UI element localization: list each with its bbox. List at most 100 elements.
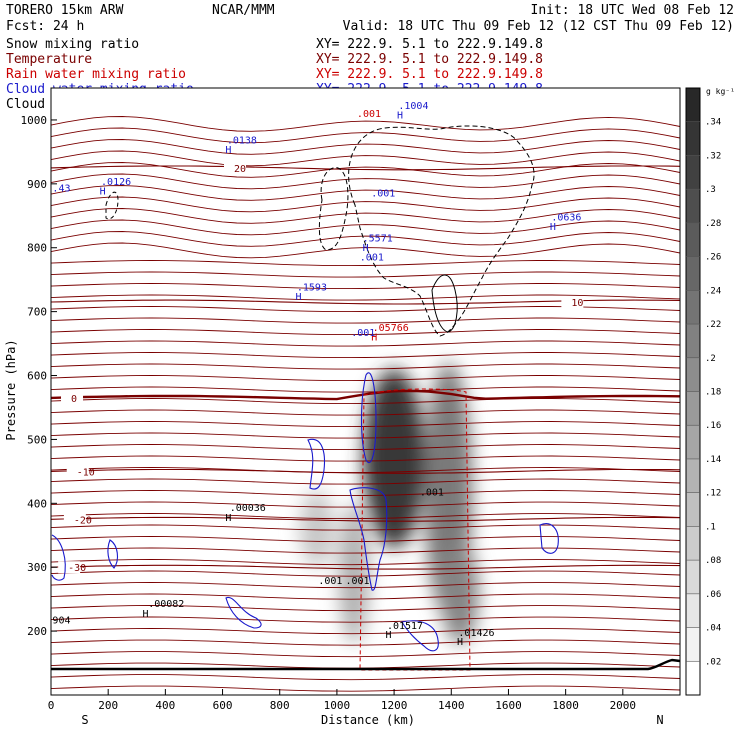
colorbar-tick-label: .12 [705, 489, 721, 499]
colorbar-swatch [686, 627, 700, 662]
x-tick-label: 1000 [324, 699, 351, 712]
colorbar-tick-label: .32 [705, 151, 721, 161]
isotherm-line [50, 116, 681, 132]
contour-value-label: H [371, 332, 377, 343]
isotherm-label-bg [561, 296, 584, 309]
isotherm-line [50, 185, 681, 201]
contour-value-label: .001 [371, 189, 395, 200]
isotherm-line [50, 139, 681, 155]
isotherm-labeled-line [50, 516, 681, 522]
contour-value-label: .0138 [227, 136, 257, 147]
isotherm-line [50, 593, 681, 600]
isotherm-line [50, 386, 681, 393]
isotherm-line [50, 524, 681, 531]
colorbar-tick-label: .24 [705, 286, 721, 296]
isotherm-label: 10 [571, 298, 583, 309]
contour-value-label: .0126 [101, 177, 131, 188]
colorbar-swatch [686, 88, 700, 123]
isotherm-line [50, 208, 681, 224]
colorbar-swatch [686, 458, 700, 494]
terrain-line [51, 658, 681, 671]
y-tick-label: 400 [27, 497, 47, 510]
colorbar-swatch [686, 425, 700, 460]
cloud-ice-contour-main [348, 125, 535, 337]
colorbar-swatch [686, 492, 700, 527]
legend-label: Temperature [6, 52, 92, 67]
contour-value-label: H [363, 243, 369, 254]
isotherm-label-bg [61, 391, 84, 404]
x-axis-label: Distance (km) [321, 713, 415, 727]
colorbar-tick-label: .04 [705, 624, 721, 634]
cloud-water-contour-0126 [107, 539, 119, 569]
isotherm-line [50, 478, 681, 485]
header-model: TORERO 15km ARW [6, 3, 124, 18]
contour-value-label: .00082 [148, 599, 184, 610]
x-tick-label: 800 [270, 699, 290, 712]
snow-core-0 [299, 490, 335, 568]
isotherm-line [50, 329, 681, 336]
colorbar-swatch [686, 290, 700, 325]
colorbar-swatch [686, 391, 700, 426]
contour-value-label: .01517 [387, 621, 423, 632]
isotherm-line [50, 260, 681, 267]
isotherm-label-bg [58, 561, 81, 574]
contour-value-label: .43 [52, 184, 70, 195]
isotherm-line [50, 501, 681, 508]
cloud-water-contour-5571 [349, 487, 388, 591]
x-end-label-south: S [81, 713, 88, 727]
y-tick-label: 200 [27, 625, 47, 638]
isotherm-line [50, 340, 681, 347]
x-tick-label: 200 [98, 699, 118, 712]
isotherm-line [50, 570, 681, 577]
colorbar-tick-label: .26 [705, 253, 721, 263]
contour-value-label: H [457, 637, 463, 648]
contour-value-label: H [142, 609, 148, 620]
header-valid: Valid: 18 UTC Thu 09 Feb 12 (12 CST Thu … [343, 19, 734, 34]
cloud-water-contour-43 [51, 534, 66, 581]
contour-value-label: H [225, 513, 231, 524]
x-tick-label: 2000 [610, 699, 637, 712]
isotherm-line [50, 363, 681, 370]
isotherm-line [50, 605, 681, 612]
isotherm-label: -10 [77, 467, 95, 478]
legend-label: Snow mixing ratio [6, 37, 139, 52]
cloud-water-contour-0636 [539, 523, 559, 554]
isotherm-line [50, 421, 681, 428]
contour-value-label: .001 [420, 488, 444, 499]
y-axis-label: Pressure (hPa) [4, 339, 18, 440]
header-fcst: Fcst: 24 h [6, 19, 84, 34]
colorbar-tick-label: .22 [705, 320, 721, 330]
colorbar-swatch [686, 324, 700, 359]
x-tick-label: 1200 [381, 699, 408, 712]
cloud-water-contour-1593 [307, 438, 326, 490]
colorbar: .02 .04 .06 .08 .1 .12 .14 .16 .18 .2 .22 .24 .26 .28… [685, 87, 721, 696]
cloud-ice-contour-west [318, 167, 349, 251]
snow-contour-core [431, 274, 458, 333]
contour-value-label: .01426 [458, 628, 494, 639]
header-init: Init: 18 UTC Wed 08 Feb 12 [531, 3, 735, 18]
isotherm-line [50, 219, 681, 236]
isotherm-label-bg [66, 465, 89, 478]
isotherm-line [50, 294, 681, 301]
x-tick-label: 1600 [495, 699, 522, 712]
colorbar-swatch [686, 357, 700, 392]
isotherm-line [50, 242, 681, 259]
isotherm-line [50, 444, 681, 451]
isotherm-line [50, 628, 681, 635]
y-tick-label: 1000 [21, 114, 48, 127]
colorbar-tick-label: .08 [705, 556, 721, 566]
legend-label: Rain water mixing ratio [6, 67, 186, 82]
isotherm-line [50, 455, 681, 462]
colorbar-tick-label: .2 [705, 354, 716, 364]
isotherm-label: -30 [68, 563, 86, 574]
isotherm-labeled-line [50, 165, 681, 171]
colorbar-swatch [686, 661, 700, 696]
colorbar-tick-label: .14 [705, 455, 721, 465]
contour-value-label: H [397, 111, 403, 122]
y-tick-label: 900 [27, 178, 47, 191]
header-org: NCAR/MMM [212, 3, 275, 18]
isotherm-line [50, 616, 681, 623]
colorbar-tick-label: .1 [705, 522, 716, 532]
